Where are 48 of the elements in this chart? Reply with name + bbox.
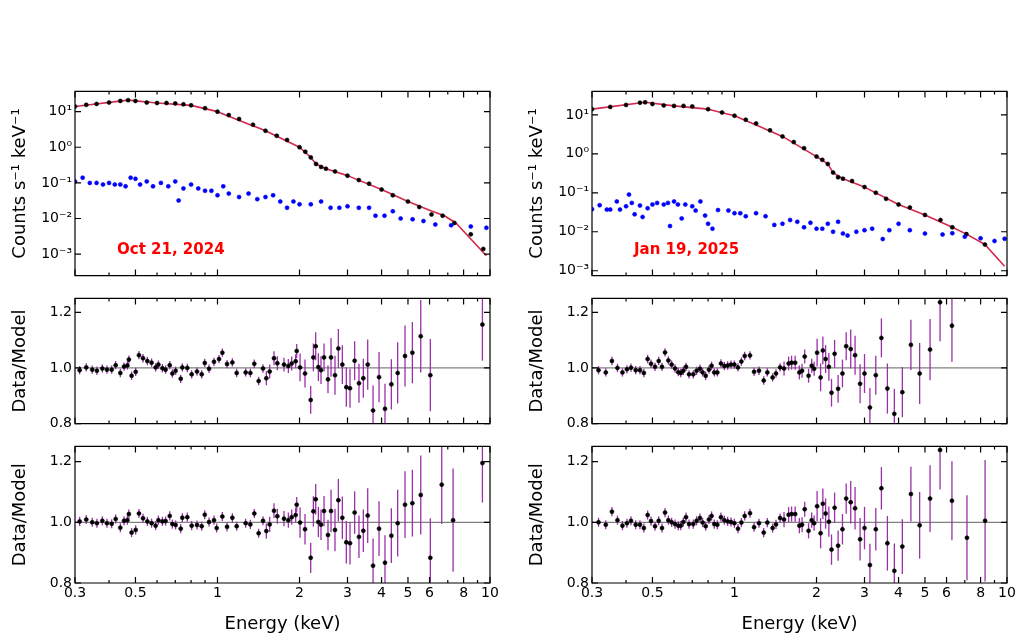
y-axis-title: Data/Model	[8, 309, 30, 413]
x-tick-label: 2	[295, 584, 304, 601]
y-tick-label: 10⁻¹	[41, 173, 72, 190]
y-tick-label: 10⁻³	[558, 261, 589, 278]
x-tick-label: 6	[425, 584, 435, 601]
y-tick-label: 1.2	[49, 452, 72, 469]
y-tick-label: 10¹	[48, 102, 72, 119]
y-axis-title: Data/Model	[8, 463, 30, 567]
x-tick-label: 8	[976, 584, 986, 601]
y-axis-title: Data/Model	[525, 309, 547, 413]
y-tick-label: 1.2	[49, 302, 72, 319]
x-tick-label: 0.5	[641, 584, 664, 601]
x-axis-title: Energy (keV)	[224, 611, 341, 633]
y-tick-label: 10⁻²	[41, 209, 72, 226]
x-tick-label: 3	[860, 584, 869, 601]
x-tick-label: 8	[459, 584, 469, 601]
y-axis-title: Counts s⁻¹ keV⁻¹	[525, 108, 547, 259]
y-tick-label: 0.8	[49, 414, 72, 431]
y-tick-label: 10⁻¹	[558, 183, 589, 200]
x-tick-label: 1	[213, 584, 222, 601]
y-tick-label: 10⁻³	[41, 244, 72, 261]
x-tick-label: 4	[377, 584, 387, 601]
x-tick-label: 1	[730, 584, 739, 601]
y-tick-label: 10⁰	[48, 137, 73, 154]
y-tick-label: 1.2	[566, 302, 589, 319]
x-tick-label: 10	[481, 584, 499, 601]
x-tick-label: 10	[998, 584, 1016, 601]
annotation: Oct 21, 2024	[117, 240, 225, 259]
x-tick-label: 5	[920, 584, 930, 601]
x-tick-label: 2	[812, 584, 821, 601]
y-tick-label: 1.0	[566, 512, 589, 529]
x-tick-label: 6	[942, 584, 952, 601]
y-axis-title: Data/Model	[525, 463, 547, 567]
y-tick-label: 10⁻²	[558, 222, 589, 239]
x-tick-label: 0.5	[124, 584, 147, 601]
annotation: Jan 19, 2025	[633, 240, 740, 259]
y-tick-label: 1.0	[49, 358, 72, 375]
x-axis-title: Energy (keV)	[741, 611, 858, 633]
y-tick-label: 1.0	[566, 358, 589, 375]
y-tick-label: 0.8	[566, 414, 589, 431]
x-tick-label: 4	[894, 584, 904, 601]
y-axis-title: Counts s⁻¹ keV⁻¹	[8, 108, 30, 259]
x-tick-label: 3	[343, 584, 352, 601]
y-tick-label: 10¹	[565, 105, 589, 122]
y-tick-label: 10⁰	[565, 144, 590, 161]
y-tick-label: 1.0	[49, 512, 72, 529]
x-tick-label: 5	[403, 584, 413, 601]
y-tick-label: 1.2	[566, 452, 589, 469]
